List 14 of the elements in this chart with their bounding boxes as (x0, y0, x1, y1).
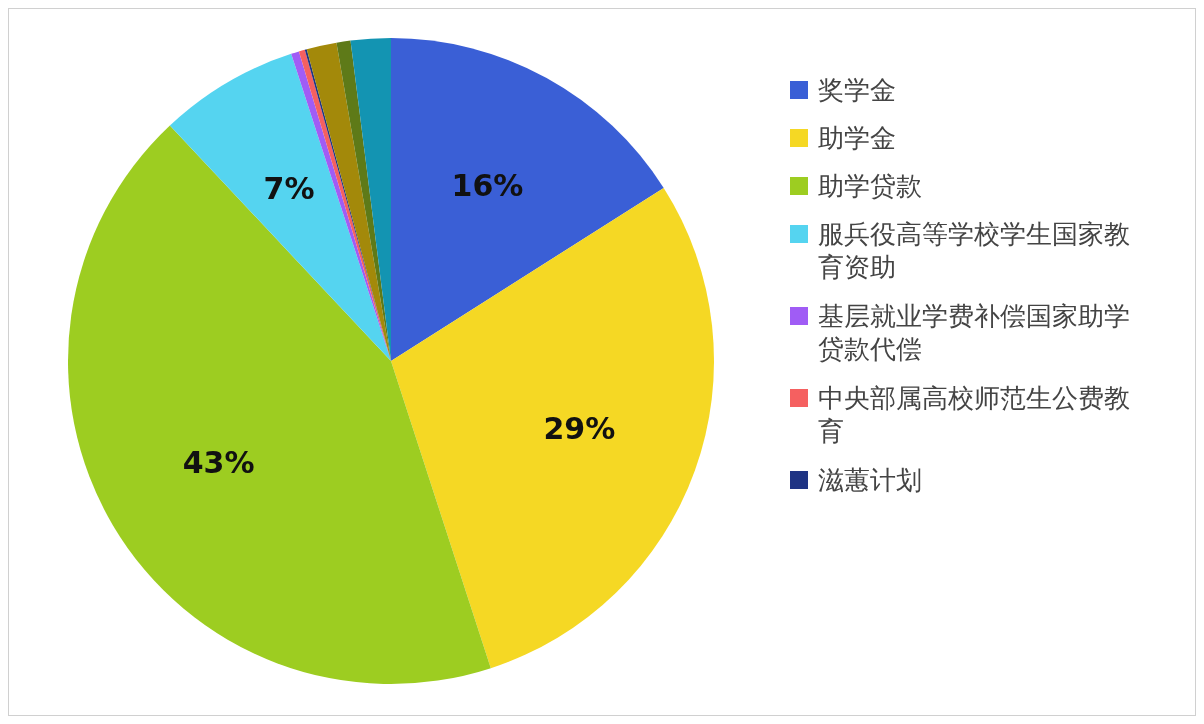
data-label: 43% (182, 445, 255, 481)
pie-slice (391, 38, 664, 361)
legend-label: 服兵役高等学校学生国家教育资助 (818, 219, 1130, 282)
data-label: 29% (543, 411, 616, 447)
legend-label: 基层就业学费补偿国家助学贷款代偿 (818, 301, 1130, 364)
legend-label: 助学贷款 (818, 171, 922, 202)
data-label: 16% (451, 168, 524, 204)
legend-label: 助学金 (818, 123, 896, 154)
legend-label: 滋蕙计划 (818, 465, 922, 496)
pie-slice (336, 40, 391, 361)
legend-label: 中央部属高校师范生公费教育 (818, 383, 1130, 446)
pie-slice (169, 53, 391, 361)
data-label: 7% (263, 171, 315, 207)
legend-label: 奖学金 (818, 75, 896, 106)
